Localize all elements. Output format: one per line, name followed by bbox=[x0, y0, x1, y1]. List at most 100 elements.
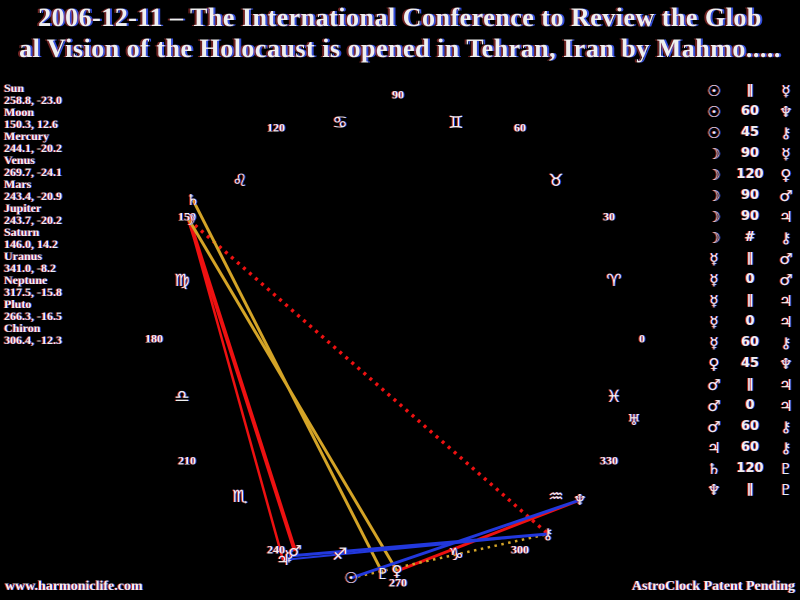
aspect-planet1-glyph: ☿ bbox=[709, 291, 719, 310]
aspect-symbol: ∥ bbox=[746, 377, 754, 392]
aspect-planet2-glyph: ☿ bbox=[781, 144, 791, 163]
degree-label-330: 330 bbox=[600, 453, 618, 468]
aspect-planet2-glyph: ♂ bbox=[779, 249, 793, 268]
aspect-planet1-glyph: ☽ bbox=[707, 144, 721, 163]
aspect-planet1-glyph: ☽ bbox=[707, 228, 721, 247]
aspect-planet2-glyph: ♃ bbox=[779, 312, 793, 331]
venus-planet-icon: ♀ bbox=[391, 562, 403, 580]
aspect-symbol: 60 bbox=[740, 335, 760, 350]
aspect-row: ♂ 60 ⚷ bbox=[704, 416, 796, 437]
planet-entry-venus: Venus 269.7, -24.1 bbox=[4, 154, 62, 178]
pluto-planet-icon: ♇ bbox=[376, 565, 390, 583]
libra-sign-icon: ♎ bbox=[174, 387, 190, 407]
aspect-planet2-glyph: ⚷ bbox=[780, 417, 792, 436]
aspect-planet2-glyph: ♂ bbox=[779, 186, 793, 205]
aspect-line-sun-neptune bbox=[350, 498, 581, 580]
aspect-symbol: 60 bbox=[740, 104, 760, 119]
degree-label-60: 60 bbox=[514, 120, 526, 135]
aspect-symbol: 120 bbox=[736, 167, 764, 182]
aspect-planet2-glyph: ♃ bbox=[779, 207, 793, 226]
planet-entry-uranus: Uranus 341.0, -8.2 bbox=[4, 250, 62, 274]
aspect-planet2-glyph: ♃ bbox=[779, 291, 793, 310]
degree-label-210: 210 bbox=[178, 453, 196, 468]
planet-name: Uranus bbox=[4, 249, 43, 263]
cancer-sign-icon: ♋ bbox=[332, 113, 348, 133]
planet-name: Jupiter bbox=[4, 201, 42, 215]
planet-name: Pluto bbox=[4, 297, 32, 311]
aspect-line-sun-chiron bbox=[350, 532, 549, 580]
aspect-planet1-glyph: ☿ bbox=[709, 249, 719, 268]
planet-coordinates: 258.8, -23.0 bbox=[4, 93, 62, 107]
degree-label-30: 30 bbox=[603, 209, 615, 224]
planet-name: Mars bbox=[4, 177, 32, 191]
astroclock-branding: AstroClock Patent Pending bbox=[631, 579, 795, 594]
planet-coordinates-panel: Sun 258.8, -23.0 Moon 150.3, 12.6 Mercury 244… bbox=[4, 82, 62, 346]
aspect-planet1-glyph: ☉ bbox=[707, 102, 721, 121]
website-url: www.harmoniclife.com bbox=[5, 579, 143, 594]
leo-sign-icon: ♌ bbox=[232, 171, 248, 191]
aspect-symbol: ∥ bbox=[746, 83, 754, 98]
sun-planet-icon: ☉ bbox=[344, 569, 358, 587]
aspect-symbol: 120 bbox=[736, 461, 764, 476]
aspect-planet1-glyph: ♂ bbox=[707, 417, 721, 436]
uranus-planet-icon: ♅ bbox=[627, 411, 641, 429]
planet-coordinates: 244.1, -20.2 bbox=[4, 141, 62, 155]
degree-label-180: 180 bbox=[145, 331, 163, 346]
degree-label-0: 0 bbox=[639, 331, 645, 346]
aspect-planet2-glyph: ♆ bbox=[779, 354, 793, 373]
aspect-planet1-glyph: ☿ bbox=[709, 312, 719, 331]
aspect-row: ♄ 120 ♇ bbox=[704, 458, 796, 479]
sagittarius-sign-icon: ♐ bbox=[332, 545, 348, 565]
aspect-symbol: ∥ bbox=[746, 293, 754, 308]
planet-entry-sun: Sun 258.8, -23.0 bbox=[4, 82, 62, 106]
aspect-planet2-glyph: ♇ bbox=[779, 480, 793, 499]
aspect-planet1-glyph: ☽ bbox=[707, 186, 721, 205]
aspect-symbol: 0 bbox=[745, 398, 755, 413]
degree-label-90: 90 bbox=[392, 87, 404, 102]
aspect-planet2-glyph: ♆ bbox=[779, 102, 793, 121]
aspect-planet2-glyph: ♀ bbox=[780, 165, 792, 184]
aspect-row: ☿ ∥ ♂ bbox=[704, 248, 796, 269]
planet-entry-saturn: Saturn 146.0, 14.2 bbox=[4, 226, 62, 250]
gemini-sign-icon: ♊ bbox=[448, 113, 464, 133]
aspect-row: ☽ 120 ♀ bbox=[704, 164, 796, 185]
aspect-symbol: 90 bbox=[740, 188, 760, 203]
aspect-planet1-glyph: ♃ bbox=[707, 438, 721, 457]
aspect-row: ☿ 60 ⚷ bbox=[704, 332, 796, 353]
aspect-line-moon-mars bbox=[187, 219, 297, 552]
jupiter-planet-icon: ♃ bbox=[276, 551, 290, 569]
scorpio-sign-icon: ♏ bbox=[232, 487, 248, 507]
aspect-planet1-glyph: ☽ bbox=[707, 165, 721, 184]
aspect-symbol: 90 bbox=[740, 209, 760, 224]
aspect-planet1-glyph: ♆ bbox=[707, 480, 721, 499]
planet-entry-mars: Mars 243.4, -20.9 bbox=[4, 178, 62, 202]
aspect-symbol: 60 bbox=[740, 440, 760, 455]
aspect-planet2-glyph: ♃ bbox=[779, 375, 793, 394]
pisces-sign-icon: ♓ bbox=[606, 387, 622, 407]
aspect-row: ☽ 90 ♂ bbox=[704, 185, 796, 206]
chiron-planet-icon: ⚷ bbox=[542, 525, 554, 543]
aspect-planet2-glyph: ⚷ bbox=[780, 333, 792, 352]
aspect-planet1-glyph: ♄ bbox=[707, 459, 721, 478]
planet-coordinates: 150.3, 12.6 bbox=[4, 117, 58, 131]
aspect-row: ☉ 45 ⚷ bbox=[704, 122, 796, 143]
planet-name: Chiron bbox=[4, 321, 41, 335]
aspect-row: ☉ 60 ♆ bbox=[704, 101, 796, 122]
aspect-planet2-glyph: ⚷ bbox=[780, 228, 792, 247]
aspect-planet2-glyph: ⚷ bbox=[780, 123, 792, 142]
chart-title-line1: 2006-12-11 – The International Conferenc… bbox=[38, 3, 762, 32]
mars-planet-icon: ♂ bbox=[288, 542, 302, 560]
aspect-row: ☽ 90 ☿ bbox=[704, 143, 796, 164]
aquarius-sign-icon: ♒ bbox=[548, 487, 564, 507]
aspect-planet1-glyph: ♂ bbox=[707, 375, 721, 394]
aspect-row: ☽ # ⚷ bbox=[704, 227, 796, 248]
aspect-line-jupiter-chiron bbox=[282, 533, 549, 561]
aspect-line-moon-jupiter bbox=[187, 219, 285, 561]
aspect-symbol: 45 bbox=[740, 356, 760, 371]
planet-coordinates: 317.5, -15.8 bbox=[4, 285, 62, 299]
neptune-planet-icon: ♆ bbox=[573, 491, 587, 509]
planet-entry-neptune: Neptune 317.5, -15.8 bbox=[4, 274, 62, 298]
degree-label-150: 150 bbox=[178, 209, 196, 224]
